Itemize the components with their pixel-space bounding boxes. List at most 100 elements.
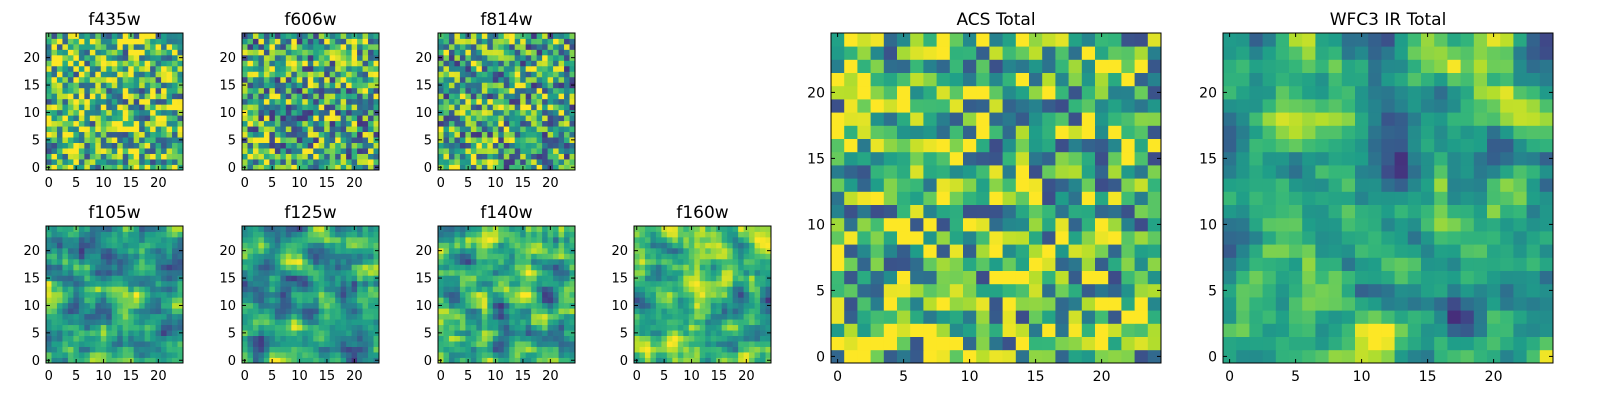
- image-cell: [139, 109, 146, 116]
- image-cell: [106, 286, 113, 293]
- image-cell: [481, 60, 488, 67]
- image-cell: [274, 137, 281, 143]
- image-cell: [520, 352, 527, 358]
- image-cell: [481, 264, 488, 271]
- image-cell: [150, 131, 156, 138]
- x-tick-label: 0: [241, 176, 249, 191]
- image-cell: [936, 270, 951, 285]
- image-cell: [73, 148, 80, 154]
- image-cell: [531, 302, 538, 309]
- image-cell: [111, 65, 118, 72]
- image-cell: [459, 231, 466, 238]
- image-cell: [459, 43, 466, 50]
- image-cell: [351, 308, 358, 315]
- image-cell: [661, 280, 668, 287]
- image-cell: [454, 159, 461, 165]
- image-cell: [155, 291, 162, 298]
- image-cell: [324, 54, 331, 61]
- image-cell: [498, 291, 505, 298]
- image-cell: [46, 120, 52, 127]
- image-cell: [177, 269, 184, 276]
- image-cell: [62, 231, 69, 238]
- image-cell: [172, 264, 178, 271]
- image-cell: [117, 324, 124, 331]
- image-cell: [172, 71, 178, 78]
- image-cell: [302, 269, 309, 276]
- image-cell: [78, 115, 85, 122]
- image-cell: [498, 302, 505, 309]
- image-cell: [553, 352, 559, 358]
- image-cell: [694, 286, 701, 293]
- image-cell: [569, 120, 576, 127]
- image-cell: [346, 120, 352, 127]
- image-cell: [989, 297, 1003, 311]
- image-cell: [329, 82, 336, 89]
- image-cell: [67, 115, 74, 122]
- image-cell: [470, 142, 477, 149]
- image-cell: [558, 60, 565, 67]
- image-cell: [269, 330, 276, 336]
- image-cell: [1134, 297, 1149, 311]
- image-cell: [117, 38, 124, 45]
- image-cell: [448, 126, 455, 133]
- image-cell: [498, 341, 505, 347]
- image-cell: [46, 43, 52, 50]
- image-cell: [754, 264, 761, 271]
- image-cell: [340, 319, 347, 326]
- image-cell: [542, 93, 548, 100]
- image-cell: [558, 357, 565, 364]
- image-cell: [84, 330, 91, 336]
- image-cell: [313, 308, 320, 315]
- image-cell: [547, 38, 554, 45]
- image-cell: [368, 60, 374, 67]
- image-cell: [78, 76, 85, 83]
- image-cell: [111, 148, 118, 154]
- image-cell: [117, 330, 124, 336]
- image-cell: [269, 115, 276, 122]
- image-cell: [274, 49, 281, 56]
- image-cell: [639, 253, 646, 260]
- image-cell: [166, 352, 173, 358]
- image-cell: [291, 247, 298, 254]
- image-cell: [655, 341, 662, 347]
- image-cell: [492, 115, 499, 122]
- image-cell: [111, 319, 118, 326]
- image-cell: [558, 104, 565, 111]
- image-cell: [373, 231, 380, 238]
- image-cell: [274, 231, 281, 238]
- image-cell: [122, 352, 129, 358]
- image-cell: [329, 98, 336, 105]
- image-cell: [564, 54, 570, 61]
- image-cell: [547, 247, 554, 254]
- image-cell: [503, 352, 510, 358]
- image-cell: [536, 71, 543, 78]
- image-cell: [1015, 217, 1030, 232]
- image-cell: [459, 54, 466, 61]
- image-cell: [269, 98, 276, 105]
- image-cell: [883, 204, 898, 219]
- image-cell: [67, 308, 74, 315]
- image-cell: [688, 335, 695, 342]
- image-cell: [509, 226, 516, 232]
- image-cell: [509, 49, 516, 56]
- image-cell: [448, 98, 455, 105]
- image-cell: [296, 60, 303, 67]
- image-cell: [498, 231, 505, 238]
- image-cell: [536, 308, 543, 315]
- image-cell: [368, 126, 374, 133]
- image-cell: [263, 313, 270, 320]
- image-cell: [989, 191, 1003, 205]
- image-cell: [95, 258, 102, 265]
- image-cell: [634, 280, 640, 287]
- image-cell: [144, 324, 151, 331]
- image-cell: [95, 148, 102, 154]
- image-cell: [1147, 191, 1162, 205]
- image-cell: [318, 247, 325, 254]
- image-cell: [558, 71, 565, 78]
- image-cell: [122, 297, 129, 304]
- image-cell: [857, 191, 871, 205]
- image-cell: [883, 349, 898, 364]
- image-cell: [936, 204, 951, 219]
- image-cell: [831, 244, 845, 258]
- image-cell: [1068, 257, 1083, 271]
